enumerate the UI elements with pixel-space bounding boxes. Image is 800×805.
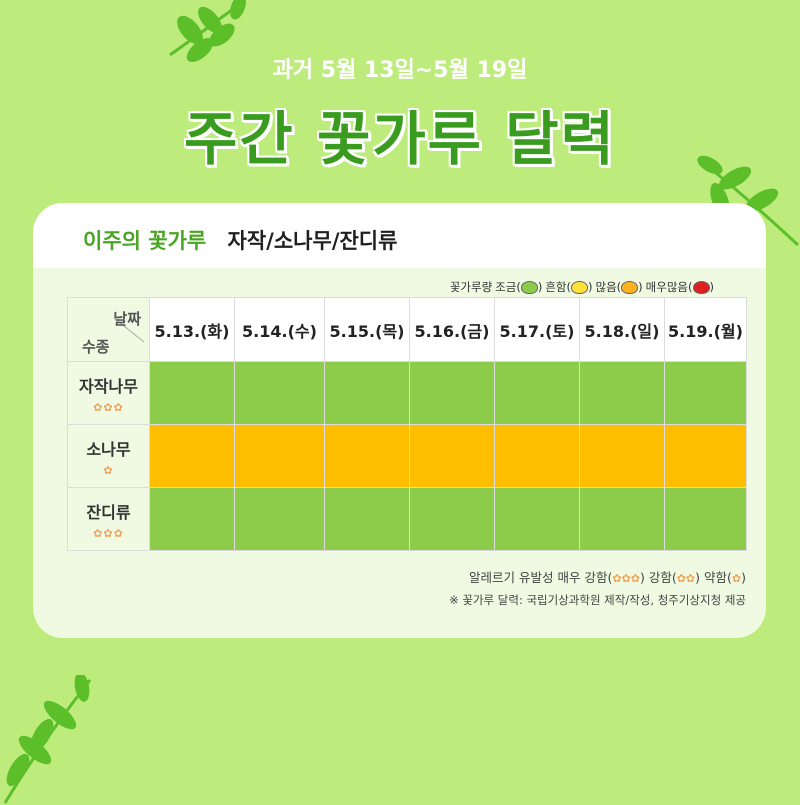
date-header: 5.14.(수) (234, 297, 325, 362)
table-header-row: 날짜 수종 5.13.(화) 5.14.(수) 5.15.(목) 5.16.(금… (67, 297, 747, 362)
legend-item-very-high: 매우많음() (645, 280, 714, 294)
table-row: 잔디류 ✿✿✿ (67, 487, 747, 551)
legend-prefix: 꽃가루량 (449, 280, 493, 294)
leaf-decoration-icon (169, 0, 246, 62)
pollen-level-cell (664, 487, 747, 551)
species-name: 자작나무 (79, 376, 138, 396)
pollen-blob-icon (621, 281, 639, 294)
card-heading: 이주의 꽃가루 자작/소나무/잔디류 (83, 225, 397, 255)
pollen-level-cell (149, 424, 235, 488)
pollen-level-cell (324, 487, 410, 551)
pollen-level-cell (579, 361, 665, 425)
table-corner-cell: 날짜 수종 (67, 297, 150, 362)
allergy-very-strong-label: 매우 강함( (557, 570, 613, 585)
species-cell: 잔디류 ✿✿✿ (67, 487, 150, 551)
legend-item-common: 흔함() (545, 280, 593, 294)
heading-label: 이주의 꽃가루 (83, 229, 207, 253)
date-header: 5.13.(화) (149, 297, 235, 362)
source-note: ※ 꽃가루 달력: 국립기상과학원 제작/작성, 청주기상지청 제공 (449, 593, 746, 607)
pollen-level-cell (579, 487, 665, 551)
species-cell: 소나무 ✿ (67, 424, 150, 488)
table-row: 자작나무 ✿✿✿ (67, 361, 747, 425)
corner-date-label: 날짜 (113, 310, 141, 328)
table-row: 소나무 ✿ (67, 424, 747, 488)
pollen-level-cell (494, 361, 580, 425)
pollen-level-cell (664, 361, 747, 425)
pollen-level-cell (579, 424, 665, 488)
allergy-legend-prefix: 알레르기 유발성 (469, 570, 554, 585)
pollen-level-cell (494, 424, 580, 488)
pollen-level-cell (234, 361, 325, 425)
pollen-level-cell (149, 361, 235, 425)
pollen-blob-icon (520, 281, 538, 294)
pollen-level-cell (409, 361, 495, 425)
pollen-level-cell (494, 487, 580, 551)
pollen-calendar-table: 날짜 수종 5.13.(화) 5.14.(수) 5.15.(목) 5.16.(금… (67, 297, 747, 551)
date-header: 5.15.(목) (324, 297, 410, 362)
date-header: 5.16.(금) (409, 297, 495, 362)
pollen-blob-icon (692, 281, 710, 294)
pollen-level-cell (324, 424, 410, 488)
allergy-legend: 알레르기 유발성 매우 강함(✿✿✿) 강함(✿✿) 약함(✿) (469, 567, 746, 586)
allergy-flower-icon: ✿ (103, 463, 114, 477)
species-cell: 자작나무 ✿✿✿ (67, 361, 150, 425)
date-header: 5.18.(일) (579, 297, 665, 362)
allergy-legend-end: ) (741, 570, 746, 585)
pollen-level-cell (324, 361, 410, 425)
pollen-amount-legend: 꽃가루량 조금() 흔함() 많음() 매우많음() (450, 279, 714, 295)
allergy-strong-label: ) 강함( (639, 570, 677, 585)
legend-item-high: 많음() (595, 280, 643, 294)
page-title: 주간 꽃가루 달력 (184, 105, 616, 173)
date-header: 5.19.(월) (664, 297, 747, 362)
species-name: 잔디류 (86, 502, 131, 522)
flower-icon: ✿ (731, 572, 742, 585)
diagonal-divider (113, 317, 144, 343)
pollen-level-cell (664, 424, 747, 488)
pollen-level-cell (149, 487, 235, 551)
species-name: 소나무 (86, 439, 131, 459)
leaf-decoration-icon (3, 675, 92, 804)
flower-icon: ✿✿ (676, 572, 696, 585)
pollen-blob-icon (571, 281, 588, 294)
legend-item-low: 조금() (495, 280, 543, 294)
pollen-level-cell (409, 487, 495, 551)
card-header: 이주의 꽃가루 자작/소나무/잔디류 (33, 203, 766, 268)
pollen-level-cell (234, 487, 325, 551)
period-subtitle: 과거 5월 13일~5월 19일 (272, 58, 528, 83)
flower-icon: ✿✿✿ (612, 572, 640, 585)
allergy-flower-icon: ✿✿✿ (93, 526, 124, 540)
heading-species: 자작/소나무/잔디류 (227, 229, 398, 253)
date-header: 5.17.(토) (494, 297, 580, 362)
pollen-level-cell (234, 424, 325, 488)
allergy-weak-label: ) 약함( (695, 570, 732, 585)
pollen-level-cell (409, 424, 495, 488)
pollen-calendar-card: 이주의 꽃가루 자작/소나무/잔디류 꽃가루량 조금() 흔함() 많음() 매… (33, 203, 766, 638)
corner-kind-label: 수종 (82, 338, 110, 356)
allergy-flower-icon: ✿✿✿ (93, 400, 124, 414)
